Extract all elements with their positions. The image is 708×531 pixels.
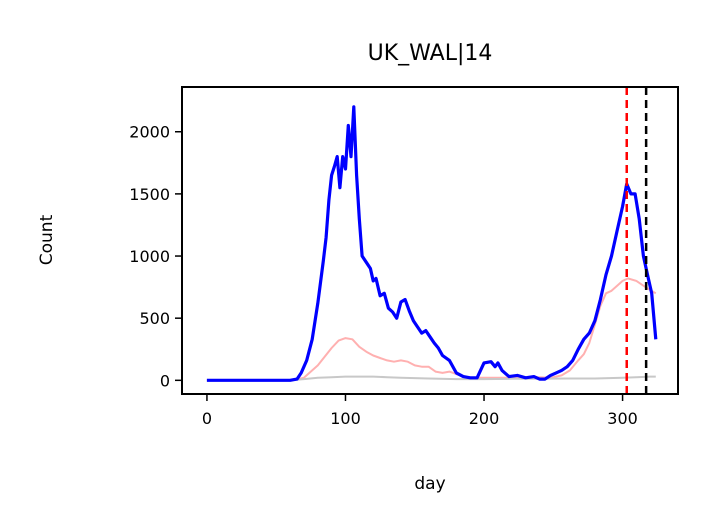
plot-frame [181, 86, 679, 395]
y-tick-label: 2000 [129, 123, 170, 142]
y-tick-label: 0 [160, 371, 170, 390]
series-line-0 [206, 105, 658, 382]
series-line-1 [206, 277, 657, 382]
y-axis-label: Count [37, 214, 57, 265]
y-tick-label: 1500 [129, 185, 170, 204]
plot-area [206, 87, 658, 394]
chart-title: UK_WAL|14 [368, 41, 493, 66]
series-line-2 [206, 375, 656, 382]
x-axis: 0 100 200 300 [202, 394, 638, 428]
x-tick-label: 100 [330, 409, 361, 428]
y-tick-label: 500 [139, 309, 170, 328]
y-tick-label: 1000 [129, 247, 170, 266]
x-tick-label: 200 [469, 409, 500, 428]
y-axis: 0 500 1000 1500 2000 [129, 123, 182, 390]
x-tick-label: 0 [202, 409, 212, 428]
x-tick-label: 300 [607, 409, 638, 428]
x-axis-label: day [414, 474, 445, 494]
